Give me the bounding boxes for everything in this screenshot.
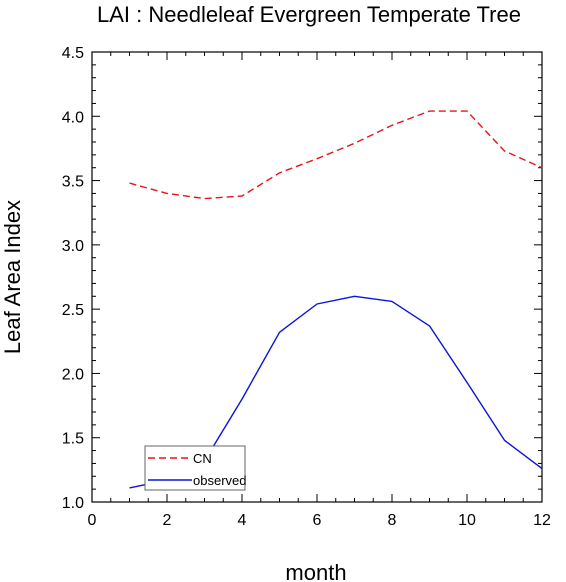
x-tick-label: 6 <box>313 512 322 529</box>
y-axis-label: Leaf Area Index <box>0 200 25 354</box>
y-tick-label: 2.0 <box>62 366 84 383</box>
legend: CN observed <box>144 445 246 491</box>
legend-label-observed: observed <box>193 473 246 488</box>
legend-label-cn: CN <box>193 451 212 466</box>
chart-title: LAI : Needleleaf Evergreen Temperate Tre… <box>97 2 521 27</box>
legend-box <box>144 445 246 491</box>
y-tick-label: 4.5 <box>62 45 84 62</box>
x-tick-label: 8 <box>388 512 397 529</box>
y-tick-label: 2.5 <box>62 302 84 319</box>
x-tick-label: 10 <box>458 512 476 529</box>
x-tick-label: 0 <box>88 512 97 529</box>
y-tick-label: 1.5 <box>62 431 84 448</box>
x-tick-label: 2 <box>163 512 172 529</box>
x-axis-tick-labels: 0 2 4 6 8 10 12 <box>88 512 551 529</box>
y-tick-label: 3.5 <box>62 174 84 191</box>
y-tick-label: 3.0 <box>62 238 84 255</box>
series-line-cn <box>129 110 543 200</box>
y-tick-label: 1.0 <box>62 495 84 512</box>
plot-area <box>91 51 543 503</box>
y-tick-label: 4.0 <box>62 109 84 126</box>
x-tick-label: 4 <box>238 512 247 529</box>
y-axis-tick-labels: 1.0 1.5 2.0 2.5 3.0 3.5 4.0 4.5 <box>62 45 84 512</box>
x-tick-label: 12 <box>533 512 551 529</box>
x-axis-label: month <box>285 560 346 582</box>
